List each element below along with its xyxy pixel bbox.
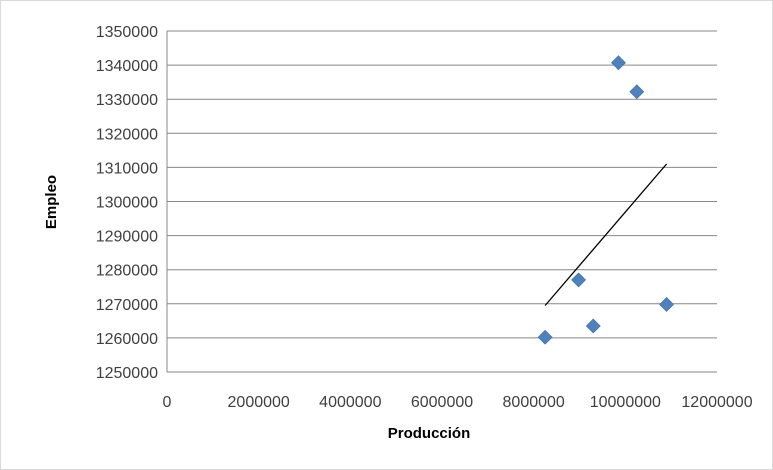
y-tick-label: 1320000 (96, 126, 158, 143)
y-tick-label: 1260000 (96, 331, 158, 348)
x-tick-label: 6000000 (411, 394, 473, 411)
y-tick-label: 1270000 (96, 297, 158, 314)
x-tick-label: 12000000 (681, 394, 752, 411)
y-tick-label: 1310000 (96, 160, 158, 177)
x-tick-label: 10000000 (590, 394, 661, 411)
data-point (571, 272, 587, 288)
y-tick-label: 1340000 (96, 58, 158, 75)
x-tick-labels: 0 2000000 4000000 6000000 8000000 10000000 120… (163, 394, 753, 411)
trendline-group (544, 163, 668, 306)
x-axis-title: Producción (388, 425, 471, 442)
data-points (537, 55, 675, 345)
y-tick-labels: 1250000 1260000 1270000 1280000 1290000 13000… (96, 24, 158, 382)
x-tick-label: 0 (163, 394, 172, 411)
x-tick-label: 8000000 (503, 394, 565, 411)
y-tick-label: 1290000 (96, 229, 158, 246)
data-point (659, 297, 675, 312)
y-tick-label: 1250000 (96, 365, 158, 382)
x-tick-label: 4000000 (319, 394, 381, 411)
gridlines (167, 30, 717, 373)
x-tick-label: 2000000 (228, 394, 290, 411)
data-point (611, 55, 626, 71)
y-axis-title: Empleo (43, 175, 60, 229)
data-point (537, 329, 553, 345)
data-point (585, 318, 601, 334)
y-tick-label: 1350000 (96, 24, 158, 41)
y-tick-label: 1280000 (96, 263, 158, 280)
y-tick-label: 1330000 (96, 92, 158, 109)
trendline (544, 163, 668, 306)
y-tick-label: 1300000 (96, 195, 158, 212)
data-point (629, 84, 645, 100)
